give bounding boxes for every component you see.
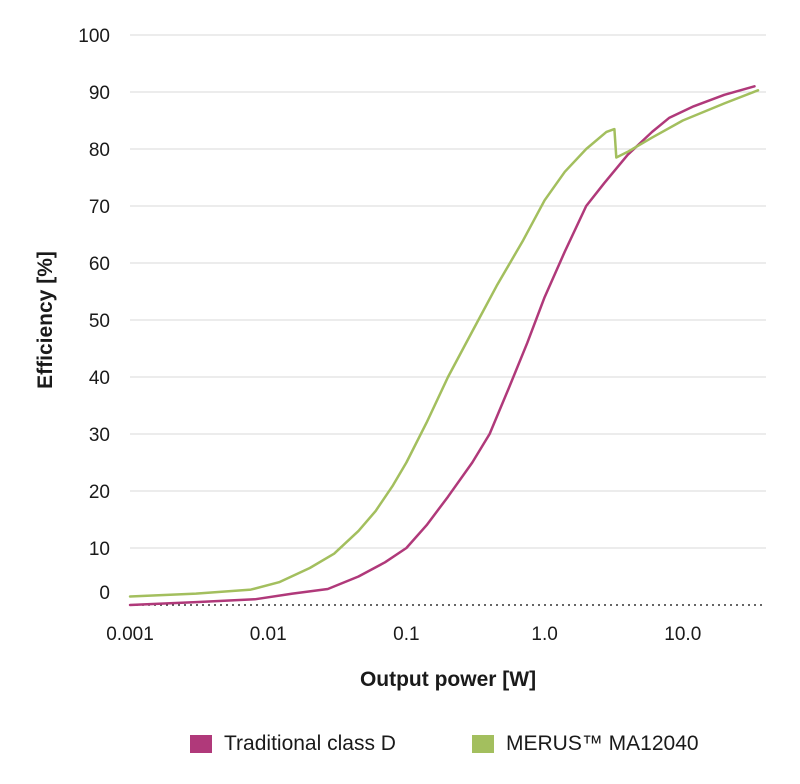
y-tick-label: 80 xyxy=(89,140,110,161)
legend-item-merus: MERUS™ MA12040 xyxy=(472,728,699,760)
x-tick-label: 0.001 xyxy=(106,624,154,645)
legend-label-traditional: Traditional class D xyxy=(224,732,396,755)
legend-swatch-merus xyxy=(472,735,494,753)
y-tick-label: 40 xyxy=(89,368,110,389)
series-lines xyxy=(128,85,760,607)
legend: Traditional class D MERUS™ MA12040 xyxy=(0,728,800,760)
y-tick-label: 70 xyxy=(89,197,110,218)
legend-label-merus: MERUS™ MA12040 xyxy=(506,732,699,755)
legend-item-traditional: Traditional class D xyxy=(190,728,396,760)
y-tick-labels: 0 10 20 30 40 50 60 70 80 90 100 xyxy=(78,26,110,604)
y-tick-label: 0 xyxy=(99,583,110,604)
y-tick-label: 90 xyxy=(89,83,110,104)
y-tick-label: 10 xyxy=(89,539,110,560)
y-tick-label: 20 xyxy=(89,482,110,503)
y-tick-label: 60 xyxy=(89,254,110,275)
series-line-0 xyxy=(128,85,756,607)
legend-swatch-traditional xyxy=(190,735,212,753)
y-tick-label: 50 xyxy=(89,311,110,332)
x-tick-label: 0.01 xyxy=(250,624,287,645)
series-line-1 xyxy=(128,89,760,598)
x-axis-title: Output power [W] xyxy=(360,668,536,691)
x-tick-label: 0.1 xyxy=(393,624,419,645)
y-tick-label: 30 xyxy=(89,425,110,446)
x-tick-label: 10.0 xyxy=(664,624,701,645)
x-tick-labels: 0.001 0.01 0.1 1.0 10.0 xyxy=(106,624,701,645)
x-tick-label: 1.0 xyxy=(531,624,557,645)
y-axis-title: Efficiency [%] xyxy=(34,251,57,389)
efficiency-chart: 0 10 20 30 40 50 60 70 80 90 100 0.001 0.01 0.1 1.0 10… xyxy=(34,26,766,691)
y-tick-label: 100 xyxy=(78,26,110,47)
gridlines xyxy=(130,34,766,549)
